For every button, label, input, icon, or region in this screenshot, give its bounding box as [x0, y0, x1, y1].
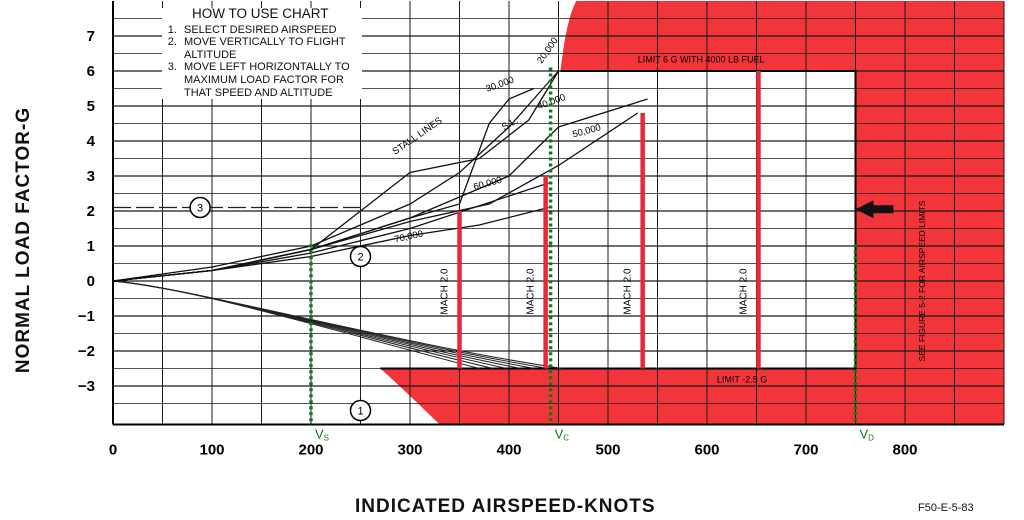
altitude-curve — [112, 87, 535, 282]
negative-g-curve — [112, 280, 480, 369]
x-tick-label: 800 — [892, 442, 917, 459]
step-marker-circle — [189, 196, 211, 219]
altitude-curve — [112, 70, 559, 282]
x-tick-label: 0 — [109, 442, 117, 459]
y-axis-label: NORMAL LOAD FACTOR-G — [13, 106, 34, 374]
speed-mark-subscript: D — [868, 434, 874, 443]
stall-lines-label: STALL LINES — [391, 115, 445, 157]
how-to-use-box: HOW TO USE CHART SELECT DESIRED AIRSPEED… — [162, 6, 362, 100]
altitude-curve-label: 50,000 — [571, 122, 602, 140]
figure-code: F50-E-5-83 — [918, 502, 974, 514]
step-marker-circle — [349, 245, 372, 268]
y-tick-label: 0 — [87, 273, 95, 290]
step-marker-number: 2 — [357, 252, 363, 264]
y-tick-label: 1 — [87, 238, 95, 255]
negative-g-limit-label: LIMIT -2.5 G — [717, 375, 767, 385]
mach-line-label: MACH 2.0 — [623, 268, 634, 315]
how-to-step-3: MOVE LEFT HORIZONTALLY TO MAXIMUM LOAD F… — [180, 61, 362, 99]
how-to-step-1: SELECT DESIRED AIRSPEED — [180, 24, 362, 37]
altitude-curve-label: 20,000 — [535, 36, 561, 66]
y-tick-label: −1 — [78, 308, 95, 325]
x-tick-label: 200 — [298, 442, 323, 459]
altitude-curve — [112, 182, 549, 282]
how-to-title: HOW TO USE CHART — [192, 6, 329, 21]
speed-mark-subscript: C — [563, 434, 569, 443]
y-tick-label: 3 — [87, 168, 95, 185]
altitude-curve-label: 30,000 — [484, 75, 515, 95]
how-to-step-2: MOVE VERTICALLY TO FLIGHT ALTITUDE — [180, 36, 362, 61]
step-marker-number: 3 — [197, 203, 203, 215]
y-tick-label: −3 — [78, 378, 95, 395]
y-tick-label: 5 — [87, 98, 95, 115]
y-tick-label: 4 — [87, 133, 96, 150]
how-to-steps: SELECT DESIRED AIRSPEED MOVE VERTICALLY … — [162, 24, 362, 100]
speed-mark-label: VD — [860, 427, 875, 443]
x-tick-label: 400 — [496, 442, 521, 459]
speed-mark-label: VC — [555, 427, 570, 443]
y-tick-label: 7 — [87, 28, 95, 45]
airspeed-limits-note: SEE FIGURE 5-2 FOR AIRSPEED LIMITS — [917, 200, 927, 361]
negative-g-curve — [112, 280, 494, 369]
negative-g-curve — [112, 280, 563, 369]
x-tick-label: 500 — [595, 442, 620, 459]
x-tick-label: 300 — [397, 442, 422, 459]
positive-g-limit-label: LIMIT 6 G WITH 4000 LB FUEL — [638, 54, 765, 64]
mach-line-label: MACH 2.0 — [440, 268, 451, 315]
speed-mark-label: VS — [315, 427, 329, 443]
speed-mark-subscript: S — [324, 434, 329, 443]
limit-arrow-icon — [855, 200, 894, 219]
mach-line-label: MACH 2.0 — [738, 268, 749, 315]
limit-envelope-outline — [380, 70, 857, 370]
y-tick-label: 6 — [87, 63, 95, 80]
step-marker-circle — [349, 399, 372, 422]
y-tick-label: −2 — [78, 343, 95, 360]
y-axis-label-box: NORMAL LOAD FACTOR-G — [4, 80, 44, 400]
y-tick-label: 2 — [87, 203, 95, 220]
altitude-curve-label: 40,000 — [536, 92, 567, 112]
step-marker-number: 1 — [357, 406, 363, 418]
x-axis-label: INDICATED AIRSPEED-KNOTS — [355, 496, 656, 517]
x-tick-label: 700 — [793, 442, 818, 459]
mach-line-label: MACH 2.0 — [526, 268, 537, 315]
x-tick-label: 600 — [694, 442, 719, 459]
altitude-curve — [112, 98, 648, 282]
x-tick-label: 100 — [199, 442, 224, 459]
altitude-curve-label: 60,000 — [472, 175, 503, 193]
